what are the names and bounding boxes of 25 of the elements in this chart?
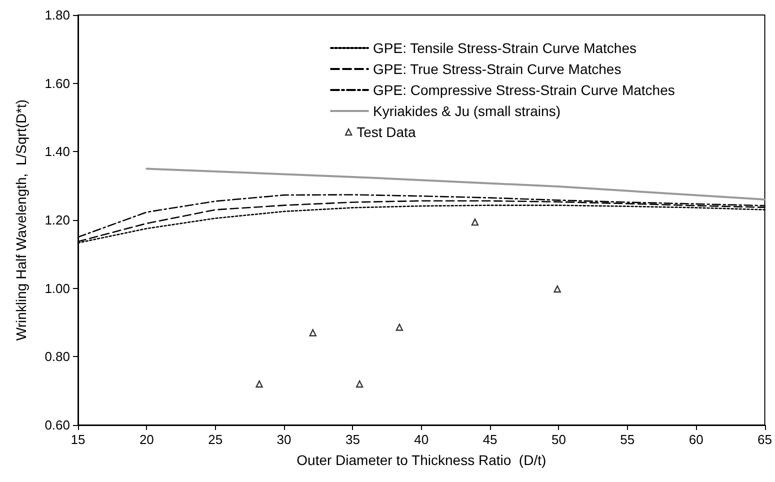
x-tick-label: 15 (70, 432, 86, 447)
y-tick-label: 1.60 (44, 76, 70, 91)
x-tick-label: 35 (345, 432, 360, 447)
x-tick-label: 65 (758, 432, 772, 447)
x-tick-label: 30 (276, 432, 292, 447)
legend-label: Kyriakides & Ju (small strains) (373, 103, 560, 119)
y-tick-label: 1.40 (44, 144, 70, 160)
x-tick-label: 25 (208, 432, 223, 447)
y-tick-label: 0.60 (44, 418, 70, 432)
x-tick-label: 55 (620, 432, 635, 447)
x-tick-label: 50 (552, 432, 566, 447)
x-tick-label: 45 (482, 432, 498, 447)
legend-label: Test Data (356, 124, 416, 140)
y-tick-label: 1.80 (44, 8, 70, 22)
y-tick-label: 0.80 (44, 349, 70, 364)
x-tick-label: 40 (414, 432, 429, 447)
y-tick-label: 1.20 (44, 212, 70, 228)
legend-label: GPE: True Stress-Strain Curve Matches (373, 61, 622, 77)
y-tick-label: 1.00 (44, 280, 70, 296)
x-tick-label: 60 (688, 432, 704, 447)
legend-label: GPE: Compressive Stress-Strain Curve Matches (373, 82, 675, 98)
legend-label: GPE: Tensile Stress-Strain Curve Matches (373, 40, 637, 56)
x-tick-label: 20 (139, 432, 154, 447)
x-axis-title: Outer Diameter to Thickness Ratio (D/t) (296, 452, 546, 468)
y-axis-title: Wrinkling Half Wavelength, L/Sqrt(D*t) (13, 99, 29, 341)
